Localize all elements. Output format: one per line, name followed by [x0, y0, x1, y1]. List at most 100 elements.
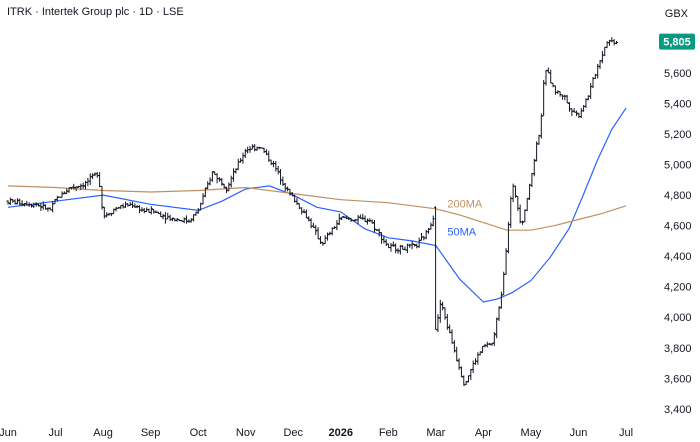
price-bar — [340, 216, 344, 221]
price-bar — [565, 94, 569, 104]
price-bar — [86, 177, 90, 187]
price-bar — [549, 69, 553, 84]
price-bar — [389, 242, 393, 252]
price-bar — [356, 215, 360, 225]
price-bar — [525, 197, 529, 212]
price-bar — [539, 113, 543, 139]
price-bar — [100, 185, 104, 210]
price-bar — [410, 240, 414, 250]
price-bar — [166, 212, 170, 220]
y-tick-label: 4,600 — [664, 221, 692, 233]
price-bar — [102, 206, 106, 219]
x-tick-label: 2026 — [329, 427, 353, 439]
price-bar — [394, 243, 398, 254]
price-bar — [187, 219, 191, 223]
price-bar — [325, 232, 330, 241]
price-bar — [255, 146, 259, 151]
price-bar — [553, 85, 558, 95]
price-bar — [513, 185, 518, 198]
y-tick-label: 4,400 — [664, 251, 692, 263]
price-bar — [523, 209, 527, 223]
price-bar — [55, 195, 59, 202]
price-bar — [429, 222, 433, 230]
price-bar — [502, 271, 506, 296]
price-bar — [544, 69, 548, 86]
price-bar — [140, 207, 144, 212]
price-bar — [384, 239, 388, 247]
y-tick-label: 5,600 — [664, 68, 692, 80]
x-tick-label: Jun — [570, 427, 588, 439]
price-bar — [316, 227, 320, 240]
x-axis[interactable]: Jun Jul Aug Sep Oct Nov Dec 2026 Feb Mar Apr May Jun… — [0, 427, 633, 439]
price-bar — [243, 148, 247, 159]
price-bar — [123, 201, 128, 208]
price-bar — [253, 144, 257, 152]
price-bar — [39, 202, 43, 211]
price-bar — [462, 375, 466, 386]
price-bar — [201, 193, 205, 205]
price-bar — [431, 215, 435, 227]
price-bar — [152, 208, 156, 214]
price-bar — [98, 172, 102, 188]
price-bar — [304, 209, 308, 219]
price-bar — [584, 98, 588, 108]
price-bar — [375, 229, 379, 231]
x-tick-label: Jul — [49, 427, 63, 439]
y-axis[interactable]: 3,400 3,600 3,800 4,000 4,200 4,400 4,600 4,800… — [664, 68, 692, 416]
price-bar — [614, 41, 619, 45]
price-bar — [574, 110, 579, 117]
price-bar — [579, 108, 583, 119]
x-tick-label: Oct — [190, 427, 207, 439]
ma-line-200ma — [7, 185, 627, 231]
ma-line-50ma — [7, 107, 627, 303]
price-bar — [551, 82, 555, 88]
price-bar — [60, 191, 64, 198]
price-bar — [283, 183, 287, 192]
price-bar — [257, 146, 261, 150]
currency-label[interactable]: GBX — [664, 8, 688, 20]
price-bar — [391, 241, 395, 247]
chart-title: ITRK · Intertek Group plc · 1D · LSE — [7, 6, 184, 18]
price-bar — [41, 201, 45, 210]
ma-label-50: 50MA — [447, 227, 476, 239]
price-bar — [488, 342, 492, 346]
price-bar — [527, 183, 532, 200]
last-price-tag: 5,805 — [659, 33, 695, 50]
price-bar — [15, 198, 19, 205]
price-bar — [572, 108, 576, 113]
price-bar — [137, 205, 142, 214]
price-bar — [365, 218, 370, 225]
x-tick-label: Apr — [475, 427, 492, 439]
price-bar — [403, 246, 407, 251]
price-bar — [363, 215, 367, 223]
price-bar — [250, 144, 254, 150]
y-tick-label: 3,600 — [664, 373, 692, 385]
price-bar — [372, 220, 377, 233]
price-bar — [560, 94, 565, 100]
price-bar — [570, 108, 574, 117]
price-bar — [95, 171, 99, 178]
price-bar — [520, 220, 525, 225]
price-bar — [170, 217, 175, 222]
x-tick-label: Dec — [283, 427, 303, 439]
price-bar — [300, 207, 304, 215]
price-bar — [469, 368, 473, 380]
price-bar — [175, 217, 179, 222]
price-bar — [567, 102, 572, 112]
last-price-value: 5,805 — [663, 37, 691, 49]
price-bar — [335, 220, 339, 231]
price-bar — [370, 219, 374, 224]
price-bar — [217, 177, 222, 182]
price-bar — [128, 201, 132, 206]
x-tick-label: Nov — [236, 427, 256, 439]
price-bar — [438, 299, 442, 323]
price-bar — [159, 211, 163, 218]
price-bar — [455, 346, 459, 362]
price-bar — [323, 235, 327, 244]
y-tick-label: 5,200 — [664, 129, 692, 141]
price-bar — [610, 37, 614, 43]
price-bar — [281, 176, 285, 186]
price-bar — [227, 182, 231, 192]
price-bar — [314, 224, 318, 235]
